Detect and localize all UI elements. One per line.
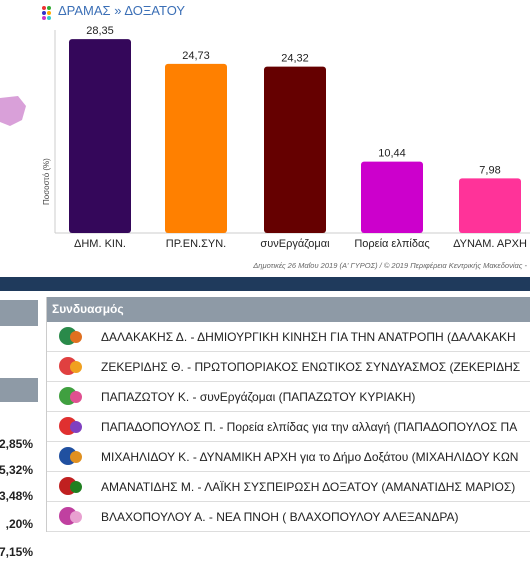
icon-dot xyxy=(47,6,51,10)
icon-dot xyxy=(42,11,46,15)
x-tick-label: συνΕργάζομαι xyxy=(260,238,330,250)
table-row[interactable]: ΖΕΚΕΡΙΔΗΣ Θ. - ΠΡΩΤΟΠΟΡΙΑΚΟΣ ΕΝΩΤΙΚΟΣ ΣΥ… xyxy=(47,352,530,382)
x-tick-label: ΔΥΝΑΜ. ΑΡΧΗ xyxy=(453,238,527,250)
bar xyxy=(69,39,131,233)
breadcrumb[interactable]: ΔΡΑΜΑΣ » ΔΟΞΑΤΟΥ xyxy=(58,3,185,18)
party-name: ΠΑΠΑΖΩΤΟΥ Κ. - συνΕργάζομαι (ΠΑΠΑΖΩΤΟΥ Κ… xyxy=(101,390,416,404)
credit: Δημοτικές 26 Μαΐου 2019 (Α' ΓΥΡΟΣ) / © 2… xyxy=(252,261,527,270)
party-logo xyxy=(59,447,82,465)
table-body: ΔΑΛΑΚΑΚΗΣ Δ. - ΔΗΜΙΟΥΡΓΙΚΗ ΚΙΝΗΣΗ ΓΙΑ ΤΗ… xyxy=(47,322,530,532)
table-row[interactable]: ΒΛΑΧΟΠΟΥΛΟΥ Α. - ΝΕΑ ΠΝΟΗ ( ΒΛΑΧΟΠΟΥΛΟΥ … xyxy=(47,502,530,532)
icon-dot xyxy=(47,16,51,20)
logo-shape xyxy=(70,511,82,523)
logo-shape xyxy=(70,451,82,463)
logo-shape xyxy=(70,391,82,403)
percentage: 3,48% xyxy=(0,489,33,503)
party-name: ΔΑΛΑΚΑΚΗΣ Δ. - ΔΗΜΙΟΥΡΓΙΚΗ ΚΙΝΗΣΗ ΓΙΑ ΤΗ… xyxy=(101,330,516,344)
percentage: 2,85% xyxy=(0,437,33,451)
table-row[interactable]: ΠΑΠΑΖΩΤΟΥ Κ. - συνΕργάζομαι (ΠΑΠΑΖΩΤΟΥ Κ… xyxy=(47,382,530,412)
logo-shape xyxy=(70,481,82,493)
bar xyxy=(361,161,423,233)
x-tick-label: ΔΗΜ. ΚΙΝ. xyxy=(74,238,126,250)
logo-shape xyxy=(70,361,82,373)
x-tick-label: Πορεία ελπίδας xyxy=(354,238,429,250)
table-row[interactable]: ΔΑΛΑΚΑΚΗΣ Δ. - ΔΗΜΙΟΥΡΓΙΚΗ ΚΙΝΗΣΗ ΓΙΑ ΤΗ… xyxy=(47,322,530,352)
y-axis-label: Ποσοστό (%) xyxy=(42,158,51,205)
nav-band xyxy=(0,277,530,291)
value-label: 7,98 xyxy=(479,164,500,176)
logo-shape xyxy=(70,331,82,343)
party-logo xyxy=(59,327,82,345)
party-logo xyxy=(59,417,82,435)
x-tick-label: ΠΡ.ΕΝ.ΣΥΝ. xyxy=(166,238,226,250)
bar xyxy=(264,66,326,233)
icon-dot xyxy=(42,16,46,20)
party-logo xyxy=(59,357,82,375)
icon-dot xyxy=(47,11,51,15)
table-row[interactable]: ΜΙΧΑΗΛΙΔΟΥ Κ. - ΔΥΝΑΜΙΚΗ ΑΡΧΗ για το Δήμ… xyxy=(47,442,530,472)
table-row[interactable]: ΑΜΑΝΑΤΙΔΗΣ Μ. - ΛΑΪΚΗ ΣΥΣΠΕΙΡΩΣΗ ΔΟΞΑΤΟΥ… xyxy=(47,472,530,502)
party-name: ΒΛΑΧΟΠΟΥΛΟΥ Α. - ΝΕΑ ΠΝΟΗ ( ΒΛΑΧΟΠΟΥΛΟΥ … xyxy=(101,510,459,524)
value-label: 28,35 xyxy=(86,25,114,37)
table-row[interactable]: ΠΑΠΑΔΟΠΟΥΛΟΣ Π. - Πορεία ελπίδας για την… xyxy=(47,412,530,442)
bar xyxy=(459,178,521,233)
left-header xyxy=(0,378,38,402)
icon-dot xyxy=(42,6,46,10)
left-header xyxy=(0,300,38,326)
percentage: 7,15% xyxy=(0,545,33,559)
party-logo xyxy=(59,477,82,495)
percentage: ,20% xyxy=(5,517,33,531)
chart: ΔΡΑΜΑΣ » ΔΟΞΑΤΟΥ Ποσοστό (%) Δημοτικές 2… xyxy=(0,3,530,270)
party-name: ΑΜΑΝΑΤΙΔΗΣ Μ. - ΛΑΪΚΗ ΣΥΣΠΕΙΡΩΣΗ ΔΟΞΑΤΟΥ… xyxy=(101,480,516,494)
party-name: ΖΕΚΕΡΙΔΗΣ Θ. - ΠΡΩΤΟΠΟΡΙΑΚΟΣ ΕΝΩΤΙΚΟΣ ΣΥ… xyxy=(101,360,521,374)
party-logo xyxy=(59,507,82,525)
party-name: ΠΑΠΑΔΟΠΟΥΛΟΣ Π. - Πορεία ελπίδας για την… xyxy=(101,420,518,434)
value-label: 24,73 xyxy=(182,50,210,62)
percentage: 5,32% xyxy=(0,463,33,477)
table: Συνδυασμός ΔΑΛΑΚΑΚΗΣ Δ. - ΔΗΜΙΟΥΡΓΙΚΗ ΚΙ… xyxy=(46,297,530,532)
table-header: Συνδυασμός xyxy=(47,297,530,322)
logo-shape xyxy=(70,421,82,433)
value-label: 24,32 xyxy=(281,53,309,65)
party-logo xyxy=(59,387,82,405)
party-name: ΜΙΧΑΗΛΙΔΟΥ Κ. - ΔΥΝΑΜΙΚΗ ΑΡΧΗ για το Δήμ… xyxy=(101,450,519,464)
map-fragment xyxy=(0,96,26,126)
bar xyxy=(165,63,227,233)
value-label: 10,44 xyxy=(378,148,406,160)
